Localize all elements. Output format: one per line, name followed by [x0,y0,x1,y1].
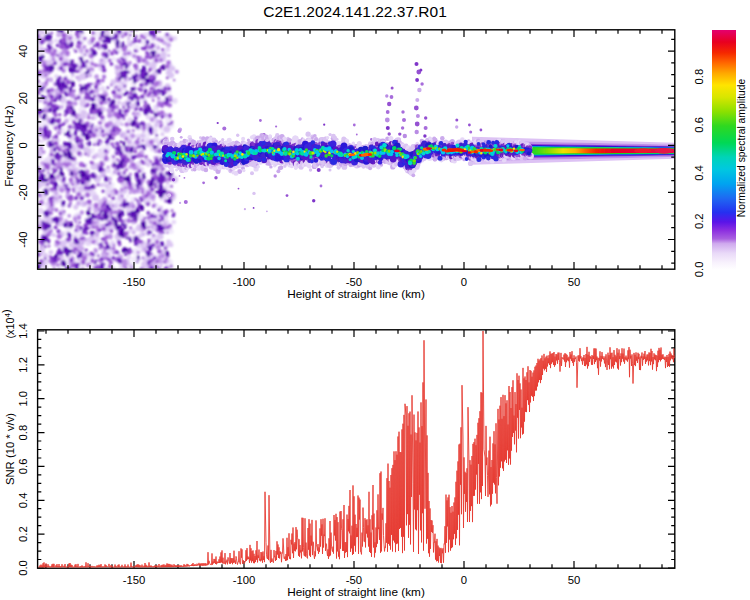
svg-text:-100: -100 [233,574,256,586]
svg-text:1.0: 1.0 [17,391,29,407]
svg-text:Frequency (Hz): Frequency (Hz) [2,105,16,186]
svg-text:-150: -150 [123,574,146,586]
svg-text:1.2: 1.2 [17,357,29,373]
svg-text:0.2: 0.2 [693,213,705,229]
svg-text:50: 50 [568,276,581,288]
svg-text:40: 40 [17,45,29,58]
svg-text:0: 0 [17,142,29,148]
svg-text:20: 20 [17,92,29,105]
svg-text:-20: -20 [17,184,29,200]
svg-text:0.8: 0.8 [17,425,29,441]
svg-text:0.0: 0.0 [693,262,705,278]
svg-text:SNR (10 * v/v): SNR (10 * v/v) [4,413,16,485]
svg-text:0.8: 0.8 [693,69,705,85]
svg-text:0.6: 0.6 [693,117,705,133]
svg-text:-100: -100 [233,276,256,288]
svg-text:0.4: 0.4 [17,492,29,508]
svg-text:Height of straight line (km): Height of straight line (km) [287,585,425,599]
svg-text:0: 0 [461,276,467,288]
svg-text:Height of straight line (km): Height of straight line (km) [287,287,425,301]
svg-text:0.0: 0.0 [17,560,29,576]
svg-text:0: 0 [461,574,467,586]
svg-text:C2E1.2024.141.22.37.R01: C2E1.2024.141.22.37.R01 [263,3,447,20]
svg-text:1.4: 1.4 [17,323,29,339]
svg-text:-150: -150 [123,276,146,288]
svg-text:0.6: 0.6 [17,459,29,475]
svg-text:Normalized spectral amplitude: Normalized spectral amplitude [736,78,747,217]
svg-text:0.4: 0.4 [693,165,705,181]
svg-text:50: 50 [568,574,581,586]
svg-text:0.2: 0.2 [17,526,29,542]
svg-text:-40: -40 [17,231,29,247]
